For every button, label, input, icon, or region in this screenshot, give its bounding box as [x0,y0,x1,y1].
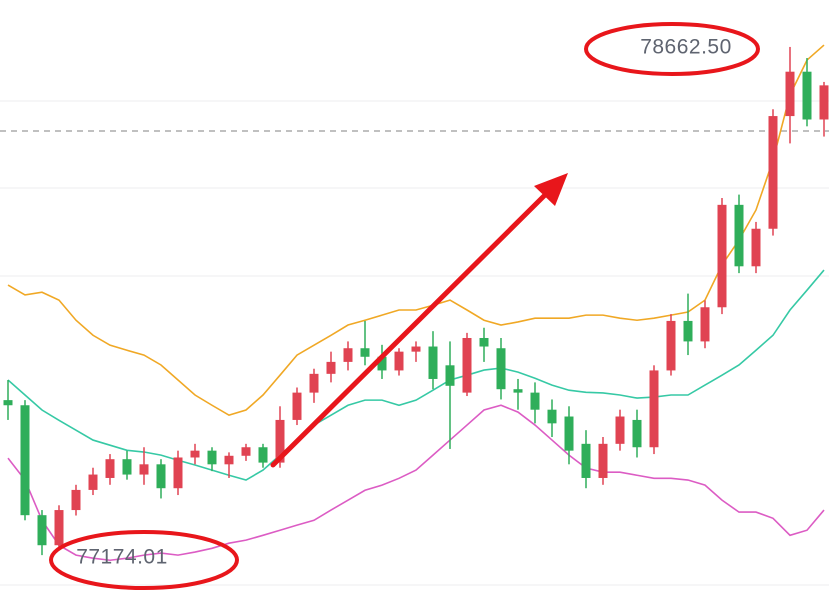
candle-body [190,450,200,458]
candle-body [207,450,217,465]
candle-body [717,204,727,308]
candle-body [513,389,523,393]
candle-body [819,85,829,120]
candle-body [411,346,421,352]
candle-body [751,228,761,267]
candle-body [309,373,319,393]
candle-body [615,416,625,444]
candle-body [88,474,98,490]
candle-body [683,320,693,342]
candle-body [394,351,404,371]
candle-body [666,320,676,371]
highlight-ellipse [49,530,239,590]
candle-body [428,346,438,379]
candle-body [802,71,812,120]
high-label: 78662.50 [640,36,732,59]
candle-body [54,510,64,546]
candle-body [224,455,234,465]
candle-body [564,416,574,451]
candle-body [700,307,710,342]
band-lines [7,44,825,562]
candle-body [547,409,557,424]
candle-body [734,204,744,267]
candle-body [156,464,166,489]
candle-body [3,400,13,406]
candle-body [122,459,132,475]
candle-body [326,361,336,374]
candle-body [258,447,268,463]
candle-body [649,370,659,448]
candle-body [360,348,370,357]
candle-body [598,443,608,478]
candle-body [105,459,115,478]
candle-body [462,337,472,393]
candle-body [37,515,47,546]
candle-body [71,489,81,511]
background-grid [0,100,829,586]
candle-body [768,116,778,229]
candle-body [139,464,149,475]
candles [3,46,829,556]
trend-arrow [270,173,568,468]
candle-body [20,405,30,516]
arrow-head [534,173,568,206]
low-label: 77174.01 [76,546,168,569]
candle-body [581,443,591,478]
highlight-ellipse [584,22,760,76]
candle-body [275,419,285,463]
candle-body [785,71,795,117]
candle-body [377,356,387,371]
candle-body [530,392,540,410]
candle-body [343,348,353,362]
candle-body [632,419,642,448]
candle-body [496,348,506,390]
arrow-shaft [270,189,551,468]
candle-body [173,457,183,489]
candle-body [241,447,251,456]
candle-body [445,365,455,386]
candle-body [479,337,489,347]
candle-body [292,392,302,420]
band-line [7,404,825,562]
